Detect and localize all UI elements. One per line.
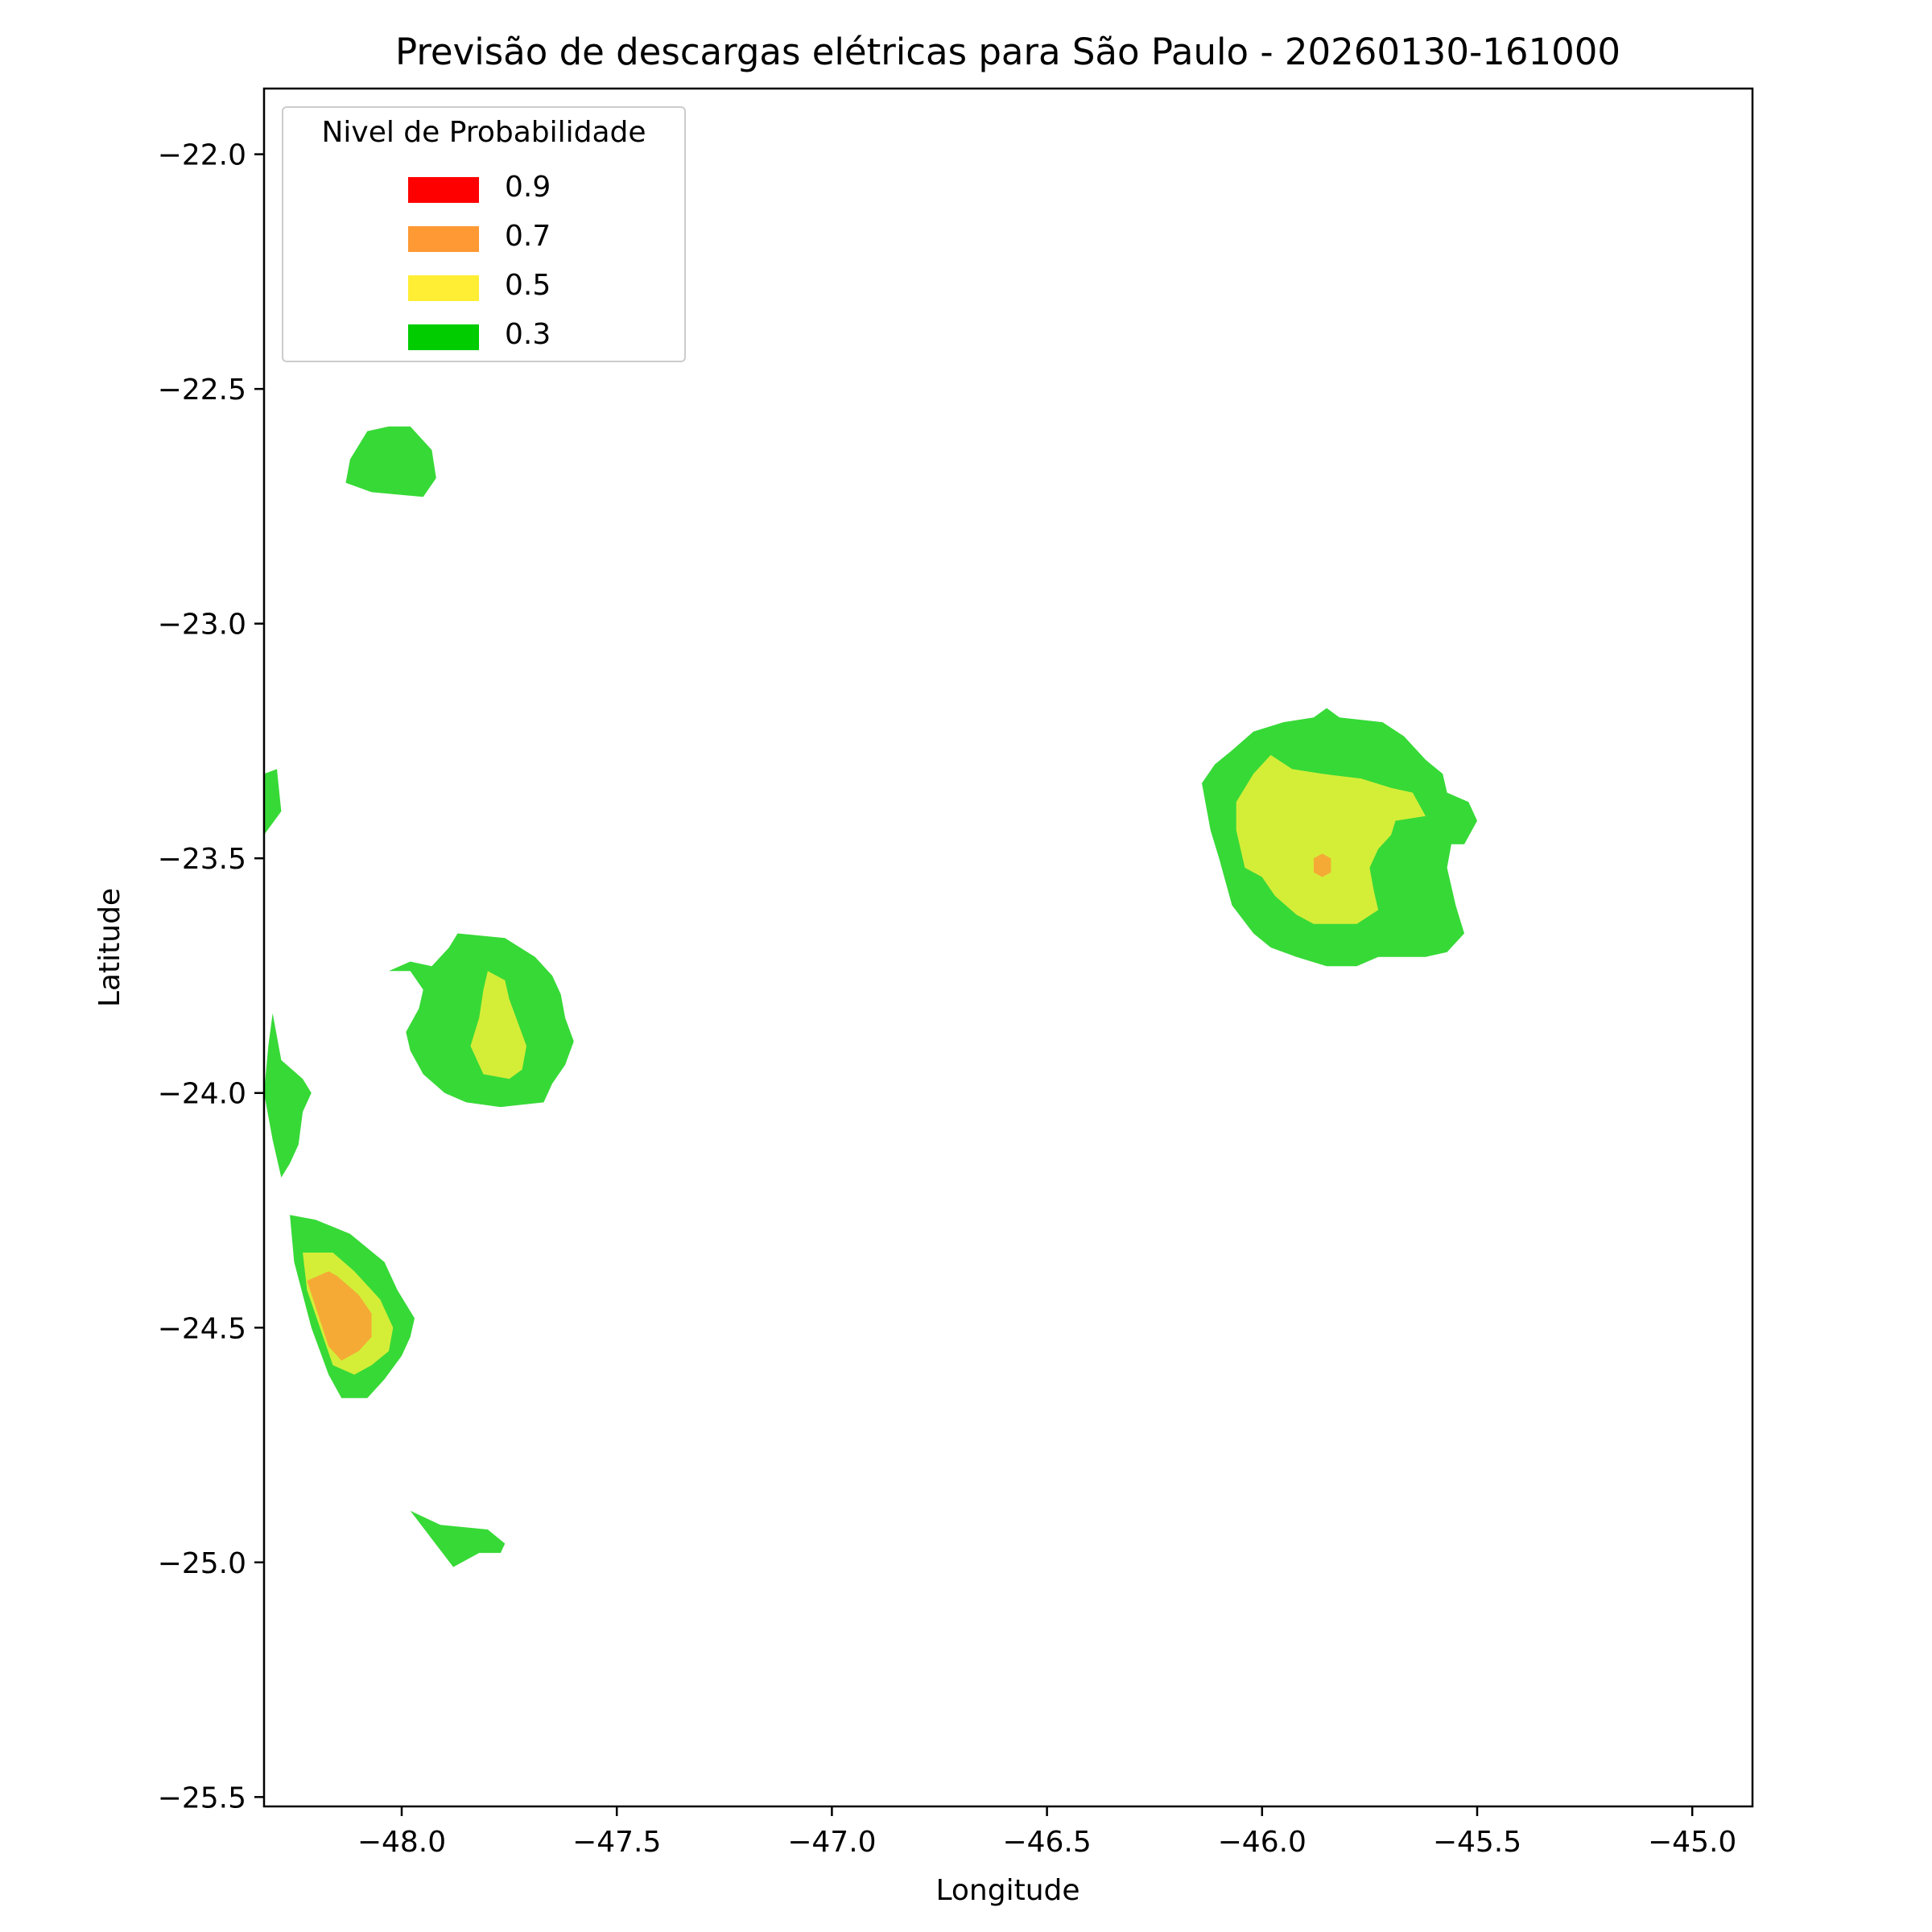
y-tick-label: −22.5: [158, 374, 246, 407]
legend-entry: 0.3: [283, 313, 684, 360]
legend-swatch-0.5: [408, 275, 479, 301]
y-tick-label: −22.0: [158, 139, 246, 172]
y-axis-label: Latitude: [93, 888, 126, 1007]
x-tick-label: −45.5: [1433, 1826, 1521, 1859]
contour-region-05-2: [1236, 754, 1426, 924]
y-tick-label: −23.0: [158, 609, 246, 642]
x-tick-label: −45.0: [1648, 1826, 1736, 1859]
legend-label: 0.9: [505, 171, 551, 204]
x-tick-label: −47.5: [572, 1826, 661, 1859]
chart-title: Previsão de descargas elétricas para São…: [395, 31, 1620, 73]
x-tick-label: −46.0: [1218, 1826, 1307, 1859]
legend-label: 0.5: [505, 269, 551, 302]
contour-region-07-10: [1313, 853, 1331, 877]
contour-region-03-5: [264, 769, 282, 836]
x-axis-label: Longitude: [935, 1874, 1080, 1907]
y-axis-ticks: −22.0 −22.5 −23.0 −23.5 −24.0 −24.5 −25.0 −25.5: [158, 139, 264, 1814]
legend-swatch-0.3: [408, 324, 479, 350]
legend: Nivel de Probabilidade 0.9 0.7 0.5 0.3: [282, 106, 686, 362]
legend-title: Nivel de Probabilidade: [321, 116, 646, 149]
legend-entry: 0.5: [283, 264, 684, 311]
y-tick-label: −24.5: [158, 1312, 246, 1345]
plot-area-frame: [262, 87, 1754, 1808]
legend-label: 0.3: [505, 318, 551, 351]
x-tick-label: −48.0: [357, 1826, 446, 1859]
y-tick-label: −24.0: [158, 1078, 246, 1111]
probability-contours: [264, 426, 1477, 1567]
legend-entry: 0.7: [283, 215, 684, 262]
contour-region-03-11: [410, 1510, 506, 1567]
contour-region-05-4: [470, 971, 526, 1080]
x-axis-ticks: −48.0 −47.5 −47.0 −46.5 −46.0 −45.5 −45.0: [357, 1806, 1736, 1859]
legend-swatch-0.7: [408, 226, 479, 252]
y-tick-label: −25.5: [158, 1781, 246, 1814]
y-tick-label: −25.0: [158, 1547, 246, 1580]
legend-swatch-0.9: [408, 177, 479, 203]
y-tick-label: −23.5: [158, 843, 246, 876]
legend-label: 0.7: [505, 220, 551, 253]
x-tick-label: −46.5: [1002, 1826, 1091, 1859]
contour-region-03-6: [264, 1013, 312, 1178]
contour-region-07-9: [307, 1271, 372, 1361]
contour-region-03-0: [345, 426, 436, 497]
x-tick-label: −47.0: [787, 1826, 876, 1859]
legend-entry: 0.9: [283, 166, 684, 213]
